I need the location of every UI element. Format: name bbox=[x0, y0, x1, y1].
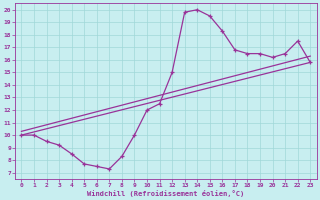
X-axis label: Windchill (Refroidissement éolien,°C): Windchill (Refroidissement éolien,°C) bbox=[87, 190, 244, 197]
